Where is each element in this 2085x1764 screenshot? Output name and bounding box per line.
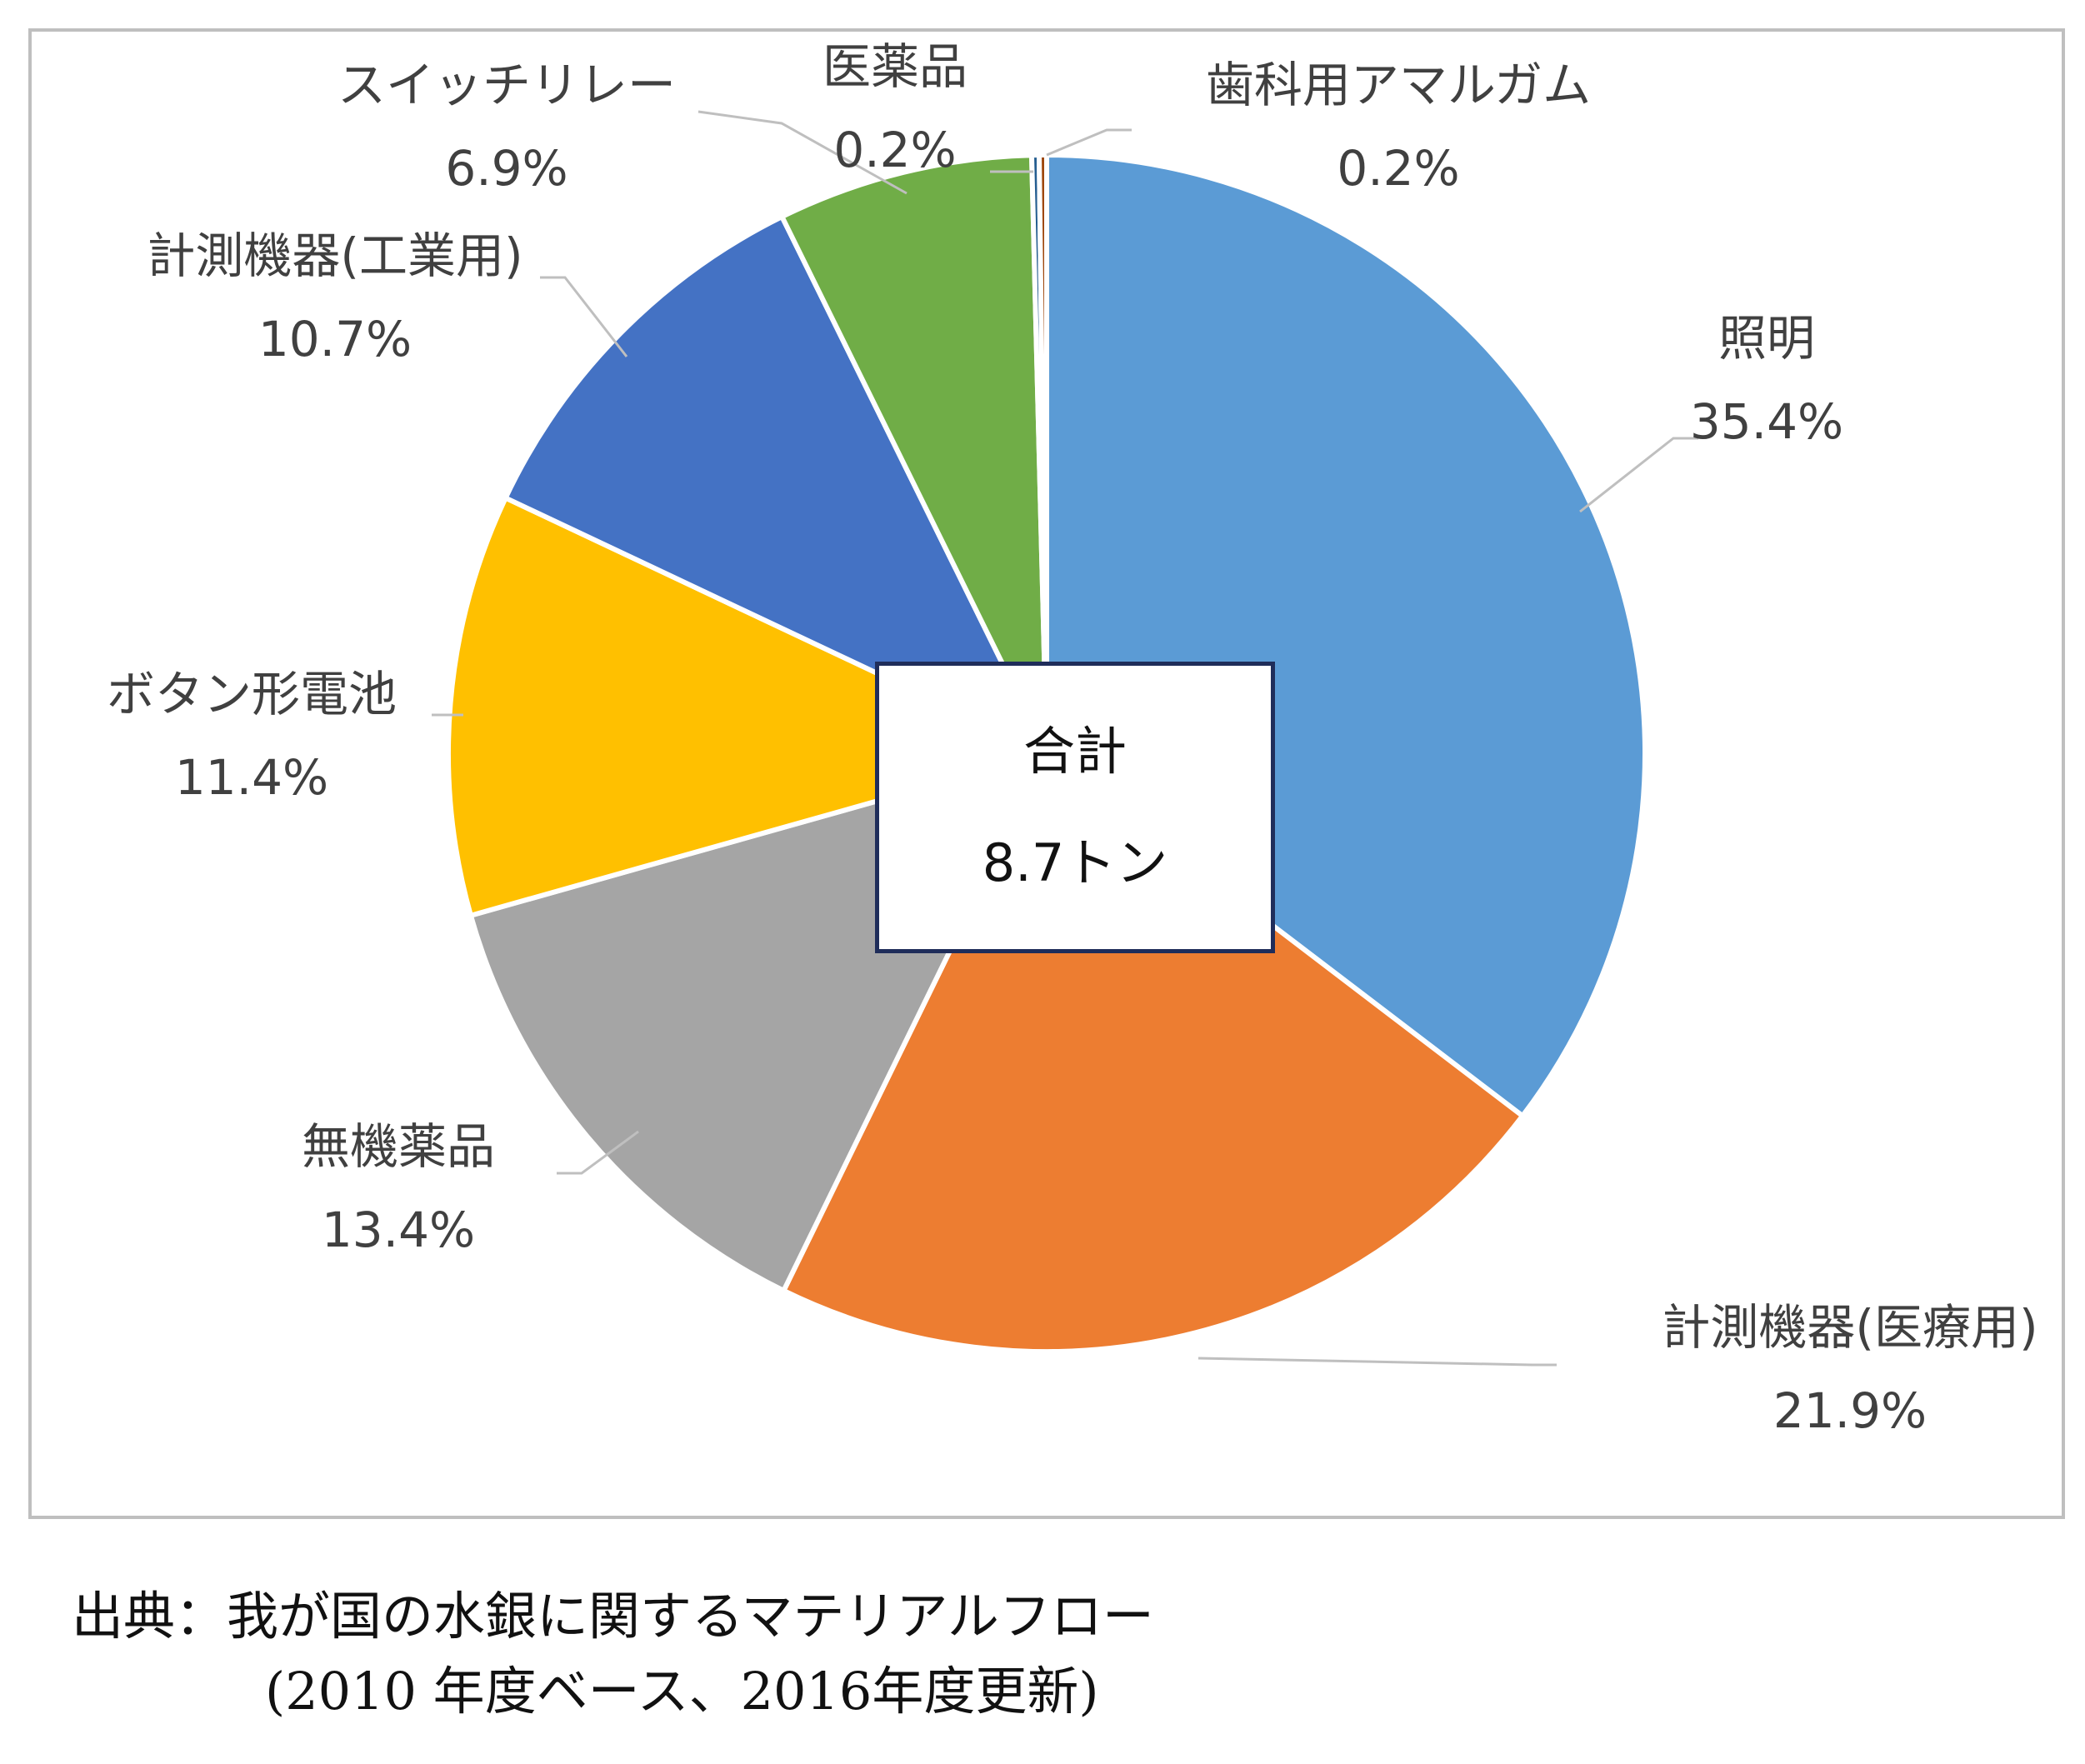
slice-label-2: 無機薬品 [302,1118,495,1175]
total-box: 合計 8.7トン [875,662,1275,953]
slice-label-3: ボタン形電池 [107,666,397,722]
slice-value-5: 6.9% [445,140,568,197]
pie-slice-1 [780,749,1527,1354]
slice-value-2: 13.4% [322,1202,475,1258]
pie-slice-3 [446,494,1054,919]
leader-line-4 [540,276,628,357]
total-title: 合計 [1022,721,1127,782]
slice-label-4: 計測機器(工業用) [147,227,522,284]
slice-value-0: 35.4% [1690,393,1843,450]
slice-label-7: 歯科用アマルガム [1206,57,1591,113]
pie-slice-7 [1036,152,1049,754]
leader-line-0 [1579,437,1698,513]
slice-label-0: 照明 [1718,310,1815,367]
leader-line-1 [1198,1357,1557,1367]
slice-value-3: 11.4% [175,749,328,806]
slice-label-1: 計測機器(医療用) [1662,1299,2038,1356]
leader-line-5 [698,110,908,195]
slice-value-1: 21.9% [1773,1382,1927,1439]
slice-value-6: 0.2% [833,122,956,178]
chart-frame: 照明 35.4% 計測機器(医療用) 21.9% 無機薬品 13.4% ボタン形電池 11.4… [28,28,2065,1519]
source-note: 出典：我が国の水銀に関するマテリアルフロー (2010 年度ベース、2016年度… [72,1579,1154,1729]
slice-value-4: 10.7% [258,311,412,367]
source-line-1: 出典：我が国の水銀に関するマテリアルフロー [72,1586,1154,1647]
source-line-2: (2010 年度ベース、2016年度更新) [265,1660,1099,1722]
slice-label-5: スイッチリレー [338,57,676,113]
pie-slice-5 [778,152,1049,755]
slice-value-7: 0.2% [1337,140,1459,197]
total-value: 8.7トン [982,832,1168,893]
leader-line-7 [1046,128,1132,157]
pie-slice-4 [502,213,1052,759]
leader-line-2 [557,1130,639,1175]
slice-label-6: 医薬品 [822,38,968,95]
pie-slice-0 [1044,152,1648,1120]
